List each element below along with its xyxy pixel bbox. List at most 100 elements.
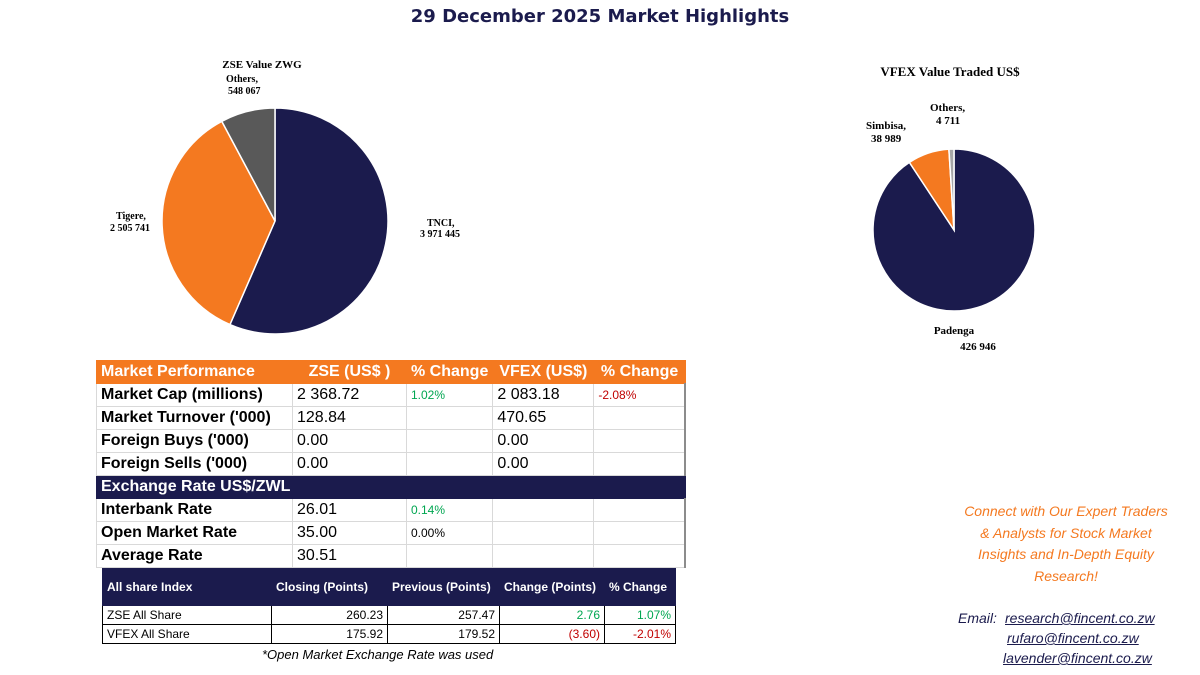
zse-change: 1.02%	[405, 383, 494, 407]
table-row: Foreign Buys ('000) 0.00 0.00	[96, 429, 687, 453]
zse-value-pie	[161, 107, 389, 335]
connect-line: Insights and In-Depth Equity	[978, 546, 1154, 562]
zse-change	[405, 406, 494, 430]
empty-cell	[593, 498, 687, 522]
row-label: Market Turnover ('000)	[96, 406, 293, 430]
email-link-lavender[interactable]: lavender@fincent.co.zw	[1003, 650, 1152, 666]
vfex-value-pie	[872, 148, 1036, 312]
vfex-value: 470.65	[492, 406, 595, 430]
empty-cell	[492, 521, 595, 545]
header-previous: Previous (Points)	[387, 568, 500, 606]
connect-message: Connect with Our Expert Traders & Analys…	[940, 501, 1192, 587]
table-row: Market Cap (millions) 2 368.72 1.02% 2 0…	[96, 383, 687, 407]
row-label: Market Cap (millions)	[96, 383, 293, 407]
zse-value-others: 548 067	[228, 86, 261, 97]
rate-label: Average Rate	[96, 544, 293, 568]
table-row: Market Turnover ('000) 128.84 470.65	[96, 406, 687, 430]
table-row: Open Market Rate 35.00 0.00%	[96, 521, 687, 545]
rate-value: 35.00	[292, 521, 407, 545]
rate-value: 30.51	[292, 544, 407, 568]
previous-points: 179.52	[387, 624, 500, 644]
performance-header-row: Market Performance ZSE (US$ ) % Change V…	[96, 360, 686, 384]
index-name: ZSE All Share	[102, 605, 272, 625]
header-closing: Closing (Points)	[271, 568, 388, 606]
connect-line: Connect with Our Expert Traders	[964, 503, 1168, 519]
vfex-value: 0.00	[492, 452, 595, 476]
header-vfex-change: % Change	[593, 360, 686, 384]
vfex-value-others: 4 711	[936, 115, 960, 127]
market-performance-table: Market Performance ZSE (US$ ) % Change V…	[96, 360, 687, 568]
vfex-label-simbisa: Simbisa,	[866, 120, 906, 132]
zse-label-tigere: Tigere,	[116, 211, 146, 222]
row-label: Foreign Sells ('000)	[96, 452, 293, 476]
zse-label-others: Others,	[226, 74, 258, 85]
zse-label-tnci: TNCI,	[427, 218, 455, 229]
header-zse: ZSE (US$ )	[292, 360, 407, 384]
rate-change	[405, 544, 494, 568]
header-index: All share Index	[102, 568, 272, 606]
header-zse-change: % Change	[405, 360, 494, 384]
exchange-rate-header: Exchange Rate US$/ZWL	[96, 475, 686, 499]
zse-change	[405, 429, 494, 453]
empty-cell	[593, 521, 687, 545]
zse-value: 0.00	[292, 429, 407, 453]
zse-pie-title: ZSE Value ZWG	[222, 59, 302, 71]
vfex-change	[593, 406, 687, 430]
email-link-rufaro[interactable]: rufaro@fincent.co.zw	[1007, 630, 1139, 646]
vfex-change: -2.08%	[593, 383, 687, 407]
previous-points: 257.47	[387, 605, 500, 625]
rate-value: 26.01	[292, 498, 407, 522]
page-title: 29 December 2025 Market Highlights	[410, 6, 790, 27]
zse-slice-tnci	[228, 107, 389, 335]
vfex-pie-title: VFEX Value Traded US$	[880, 64, 1020, 79]
pct-change: 1.07%	[604, 605, 676, 625]
zse-slice-tigere	[161, 120, 276, 326]
header-change-points: Change (Points)	[499, 568, 605, 606]
all-share-index-table: All share Index Closing (Points) Previou…	[102, 568, 676, 644]
zse-value: 128.84	[292, 406, 407, 430]
table-row: Foreign Sells ('000) 0.00 0.00	[96, 452, 687, 476]
zse-change	[405, 452, 494, 476]
footnote: *Open Market Exchange Rate was used	[262, 647, 494, 662]
closing-points: 175.92	[271, 624, 388, 644]
table-row: Interbank Rate 26.01 0.14%	[96, 498, 687, 522]
connect-line: Research!	[1034, 567, 1098, 584]
header-pct-change: % Change	[604, 568, 676, 606]
empty-cell	[492, 544, 595, 568]
empty-cell	[492, 498, 595, 522]
vfex-label-others: Others,	[930, 102, 965, 114]
table-row: VFEX All Share 175.92 179.52 (3.60) -2.0…	[102, 624, 676, 644]
vfex-change	[593, 429, 687, 453]
zse-value-tnci: 3 971 445	[420, 229, 460, 240]
rate-change: 0.14%	[405, 498, 494, 522]
row-label: Foreign Buys ('000)	[96, 429, 293, 453]
connect-line: & Analysts for Stock Market	[980, 524, 1152, 541]
rate-label: Interbank Rate	[96, 498, 293, 522]
rate-label: Open Market Rate	[96, 521, 293, 545]
vfex-value: 0.00	[492, 429, 595, 453]
change-points: (3.60)	[499, 624, 605, 644]
exchange-rate-header-row: Exchange Rate US$/ZWL	[96, 475, 686, 499]
vfex-slice-others	[948, 148, 955, 231]
table-row: Average Rate 30.51	[96, 544, 687, 568]
vfex-value-padenga: 426 946	[960, 341, 996, 350]
email-label: Email:	[958, 610, 997, 626]
zse-slice-others	[220, 107, 276, 222]
header-vfex: VFEX (US$)	[492, 360, 595, 384]
header-market-performance: Market Performance	[96, 360, 293, 384]
rate-change: 0.00%	[405, 521, 494, 545]
empty-cell	[593, 544, 687, 568]
zse-value: 2 368.72	[292, 383, 407, 407]
email-list: research@fincent.co.zw rufaro@fincent.co…	[1003, 608, 1155, 668]
pct-change: -2.01%	[604, 624, 676, 644]
vfex-change	[593, 452, 687, 476]
vfex-value-simbisa: 38 989	[871, 133, 902, 145]
index-header-row: All share Index Closing (Points) Previou…	[102, 568, 676, 606]
change-points: 2.76	[499, 605, 605, 625]
email-link-research[interactable]: research@fincent.co.zw	[1005, 610, 1155, 626]
zse-value-tigere: 2 505 741	[110, 223, 150, 234]
vfex-label-padenga: Padenga	[934, 325, 975, 337]
closing-points: 260.23	[271, 605, 388, 625]
table-row: ZSE All Share 260.23 257.47 2.76 1.07%	[102, 605, 676, 625]
pie-charts: ZSE Value ZWG TNCI, 3 971 445 Tigere, 2 …	[110, 59, 1036, 350]
